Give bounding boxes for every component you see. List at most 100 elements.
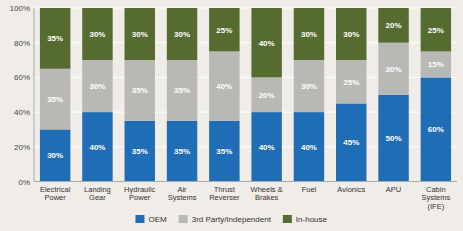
background bbox=[0, 0, 463, 231]
legend-label: 3rd Party/Independent bbox=[192, 215, 272, 224]
bar-segment bbox=[125, 8, 155, 60]
data-label: 40% bbox=[89, 143, 105, 152]
x-tick-label-line: (IFE) bbox=[428, 202, 445, 211]
bar-segment bbox=[40, 69, 70, 130]
x-tick-label-line: APU bbox=[386, 185, 401, 194]
data-label: 25% bbox=[428, 26, 444, 35]
x-tick-label-line: Reverser bbox=[209, 193, 240, 202]
bar-segment bbox=[421, 77, 451, 181]
data-label: 30% bbox=[386, 65, 402, 74]
bar-segment bbox=[209, 51, 239, 120]
bar-segment bbox=[336, 60, 366, 103]
bar-segment bbox=[82, 8, 112, 60]
bar-segment bbox=[125, 60, 155, 121]
data-label: 30% bbox=[89, 30, 105, 39]
data-label: 35% bbox=[47, 34, 63, 43]
data-label: 35% bbox=[216, 147, 232, 156]
data-label: 30% bbox=[174, 30, 190, 39]
data-label: 30% bbox=[47, 151, 63, 160]
y-tick-label: 60% bbox=[14, 73, 30, 82]
legend-swatch bbox=[135, 215, 144, 223]
x-tick-label: ElectricalPower bbox=[40, 185, 71, 203]
bar-segment bbox=[251, 8, 281, 77]
data-label: 30% bbox=[301, 82, 317, 91]
bar-segment bbox=[421, 51, 451, 77]
bar-segment bbox=[294, 8, 324, 60]
bar-segment bbox=[336, 8, 366, 60]
bars bbox=[40, 8, 451, 182]
bar-segment bbox=[378, 43, 408, 95]
chart: 0% 20% 40% 60% 80% 100% 30% 40% 35% 35% 35% 40% 40% 4… bbox=[0, 0, 463, 231]
bar-segment bbox=[421, 8, 451, 51]
data-label: 40% bbox=[301, 143, 317, 152]
x-tick-label-line: Gear bbox=[89, 193, 106, 202]
legend-label: In-house bbox=[296, 215, 328, 224]
bar-segment bbox=[209, 8, 239, 51]
data-label: 25% bbox=[216, 26, 232, 35]
x-tick-label-line: Brakes bbox=[255, 193, 279, 202]
x-tick-label: APU bbox=[386, 185, 401, 194]
y-tick-label: 0% bbox=[18, 178, 30, 187]
data-label: 15% bbox=[428, 60, 444, 69]
y-tick-label: 20% bbox=[14, 143, 30, 152]
x-tick-label-line: Fuel bbox=[302, 185, 317, 194]
x-tick-label-line: Avionics bbox=[337, 185, 365, 194]
data-label: 20% bbox=[259, 91, 275, 100]
bar-segment bbox=[251, 77, 281, 112]
legend: OEM 3rd Party/Independent In-house bbox=[135, 215, 327, 224]
x-axis bbox=[34, 181, 457, 182]
grid-line bbox=[34, 181, 457, 182]
data-label: 40% bbox=[216, 82, 232, 91]
data-label: 35% bbox=[47, 95, 63, 104]
bar-segment bbox=[40, 8, 70, 69]
bar-segment bbox=[82, 112, 112, 181]
x-tick-label: Avionics bbox=[337, 185, 365, 194]
x-tick-label: CabinSystems(IFE) bbox=[421, 185, 450, 211]
bar-segment bbox=[167, 60, 197, 121]
bar-segment bbox=[167, 121, 197, 182]
y-tick-label: 100% bbox=[10, 4, 30, 13]
data-label: 40% bbox=[259, 39, 275, 48]
x-tick-label: LandingGear bbox=[84, 185, 111, 203]
data-labels: 30% 40% 35% 35% 35% 40% 40% 45% 50% 60% 35% 30% 35% 3… bbox=[47, 21, 444, 160]
x-tick-label: Fuel bbox=[302, 185, 317, 194]
data-label: 60% bbox=[428, 125, 444, 134]
x-tick-label: Wheels &Brakes bbox=[251, 185, 283, 203]
x-tick-label: AirSystems bbox=[168, 185, 197, 203]
y-tick-label: 80% bbox=[14, 39, 30, 48]
legend-swatch bbox=[179, 215, 188, 223]
data-label: 45% bbox=[343, 138, 359, 147]
legend-label: OEM bbox=[148, 215, 167, 224]
data-label: 35% bbox=[132, 86, 148, 95]
legend-swatch bbox=[283, 215, 292, 223]
data-label: 25% bbox=[343, 78, 359, 87]
x-tick-label: ThrustReverser bbox=[209, 185, 240, 203]
bar-segment bbox=[40, 129, 70, 181]
data-label: 30% bbox=[343, 30, 359, 39]
data-label: 30% bbox=[301, 30, 317, 39]
bar-segment bbox=[294, 60, 324, 112]
data-label: 20% bbox=[386, 21, 402, 30]
bar-segment bbox=[336, 103, 366, 181]
data-label: 35% bbox=[174, 86, 190, 95]
bar-segment bbox=[378, 95, 408, 182]
data-label: 30% bbox=[89, 82, 105, 91]
data-label: 35% bbox=[132, 147, 148, 156]
data-label: 35% bbox=[174, 147, 190, 156]
bar-segment bbox=[378, 8, 408, 43]
data-label: 30% bbox=[132, 30, 148, 39]
grid bbox=[34, 8, 457, 182]
x-tick-label-line: Systems bbox=[168, 193, 197, 202]
data-label: 50% bbox=[386, 134, 402, 143]
bar-segment bbox=[82, 60, 112, 112]
y-axis bbox=[34, 8, 35, 182]
bar-segment bbox=[294, 112, 324, 181]
data-label: 40% bbox=[259, 143, 275, 152]
bar-segment bbox=[125, 121, 155, 182]
y-tick-label: 40% bbox=[14, 108, 30, 117]
bar-segment bbox=[251, 112, 281, 181]
x-tick-label: HydraulicPower bbox=[124, 185, 156, 203]
x-tick-label-line: Power bbox=[45, 193, 67, 202]
x-tick-label-line: Power bbox=[129, 193, 151, 202]
bar-segment bbox=[209, 121, 239, 182]
